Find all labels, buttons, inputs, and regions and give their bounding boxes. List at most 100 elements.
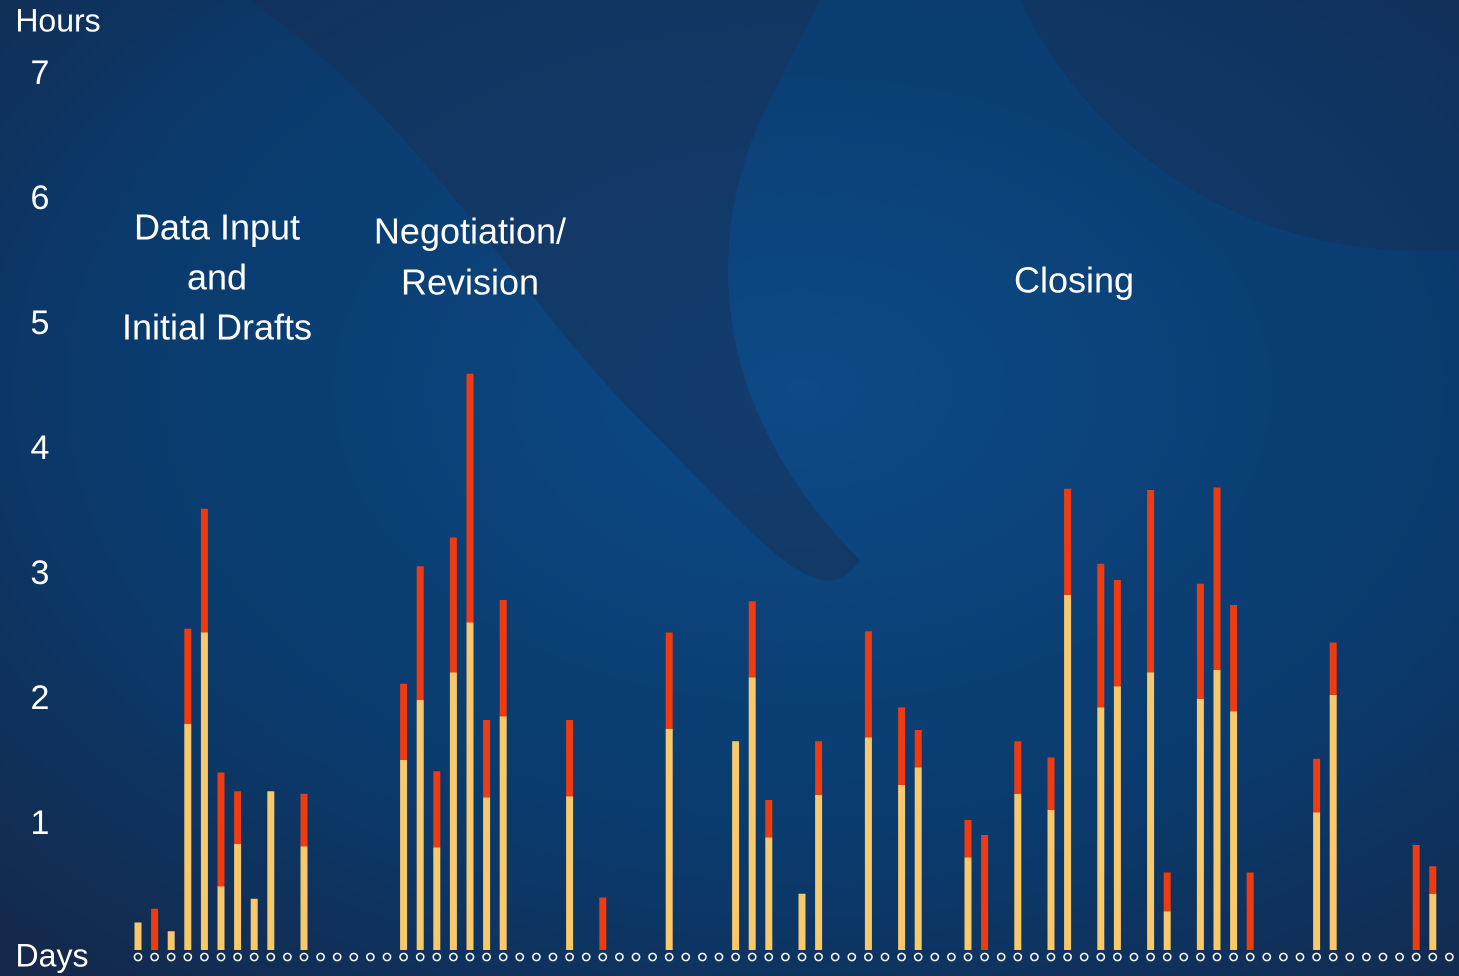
day-marker: [847, 952, 857, 962]
day-marker: [515, 952, 525, 962]
day-marker: [349, 952, 359, 962]
bar-segment: [167, 931, 175, 950]
day-marker: [980, 952, 989, 962]
day-marker: [698, 952, 707, 962]
bar-segment: [898, 707, 906, 785]
bar-segment: [1213, 670, 1221, 950]
bar-segment: [499, 716, 507, 950]
day-marker: [963, 952, 973, 962]
bar-segment: [798, 893, 806, 950]
bar-segment: [400, 760, 408, 950]
day-marker: [664, 952, 674, 962]
bar-segment: [815, 741, 823, 795]
day-marker: [1229, 952, 1238, 962]
bar-segment: [1147, 672, 1155, 950]
bar-segment: [1230, 605, 1238, 712]
day-marker: [731, 952, 740, 962]
day-marker: [1063, 952, 1072, 962]
y-tick-label: 2: [31, 679, 50, 717]
day-marker: [648, 952, 657, 962]
phase-label: and: [187, 257, 247, 298]
bar-segment: [184, 723, 192, 950]
bar-segment: [964, 857, 972, 950]
day-marker: [166, 952, 176, 962]
x-axis-title: Days: [16, 937, 89, 973]
bar-segment: [765, 837, 773, 950]
bar-segment: [748, 677, 756, 950]
day-marker: [1345, 952, 1355, 962]
day-marker: [714, 952, 724, 962]
bar-segment: [898, 785, 906, 950]
phase-label: Data Input: [134, 207, 300, 248]
day-marker: [1096, 952, 1106, 962]
day-marker: [1030, 952, 1039, 962]
bar-segment: [184, 628, 192, 724]
bar-segment: [234, 791, 242, 844]
day-marker: [1113, 952, 1122, 962]
day-marker: [183, 952, 193, 962]
phase-label: Closing: [1014, 260, 1134, 301]
bar-segment: [433, 847, 441, 950]
day-marker: [1245, 952, 1255, 962]
bar-segment: [1196, 698, 1204, 950]
background-shape: [1020, 0, 1459, 252]
bar-segment: [1064, 595, 1072, 950]
background-shape: [250, 0, 860, 581]
day-marker: [249, 952, 259, 962]
day-marker: [598, 952, 608, 962]
y-tick-label: 4: [31, 429, 50, 467]
bar-segment: [665, 728, 673, 950]
day-marker: [283, 952, 292, 962]
day-marker: [830, 952, 840, 962]
day-marker: [233, 952, 242, 962]
bar-segment: [1047, 757, 1055, 810]
day-marker: [449, 952, 458, 962]
phase-label: Negotiation/: [374, 211, 566, 252]
bar-segment: [981, 835, 989, 950]
day-marker: [366, 952, 375, 962]
bar-segment: [134, 922, 142, 950]
y-tick-label: 5: [31, 304, 50, 342]
bar-segment: [416, 566, 424, 700]
bar-segment: [416, 700, 424, 950]
bar-segment: [566, 720, 574, 797]
day-marker: [532, 952, 541, 962]
day-marker: [996, 952, 1006, 962]
day-marker: [1445, 952, 1454, 962]
bar-segment: [1097, 563, 1105, 708]
bar-segment: [250, 898, 258, 950]
bar-segment: [665, 632, 673, 729]
day-marker: [565, 952, 574, 962]
day-marker: [200, 952, 209, 962]
bar-segment: [1412, 845, 1420, 950]
bar-segment: [1429, 893, 1437, 950]
bar-segment: [300, 793, 308, 847]
bar-segment: [499, 600, 507, 717]
day-marker: [1312, 952, 1321, 962]
day-marker: [1196, 952, 1205, 962]
bar-segment: [566, 796, 574, 950]
bar-segment: [217, 772, 225, 887]
bar-segment: [400, 683, 408, 760]
day-marker: [316, 952, 325, 962]
bar-segment: [433, 771, 441, 848]
day-marker: [1146, 952, 1155, 962]
bar-segment: [483, 797, 491, 950]
day-marker: [415, 952, 425, 962]
day-marker: [814, 952, 823, 962]
day-marker: [432, 952, 442, 962]
bar-segment: [200, 632, 208, 950]
day-marker: [382, 952, 392, 962]
bar-segment: [815, 795, 823, 950]
bar-segment: [1097, 707, 1105, 950]
day-marker: [150, 952, 159, 962]
bar-segment: [466, 622, 474, 950]
y-tick-label: 6: [31, 179, 50, 217]
bar-segment: [1147, 490, 1155, 673]
day-marker: [465, 952, 475, 962]
day-marker: [1328, 952, 1338, 962]
day-marker: [482, 952, 491, 962]
bar-segment: [914, 767, 922, 950]
bar-segment: [267, 791, 275, 950]
